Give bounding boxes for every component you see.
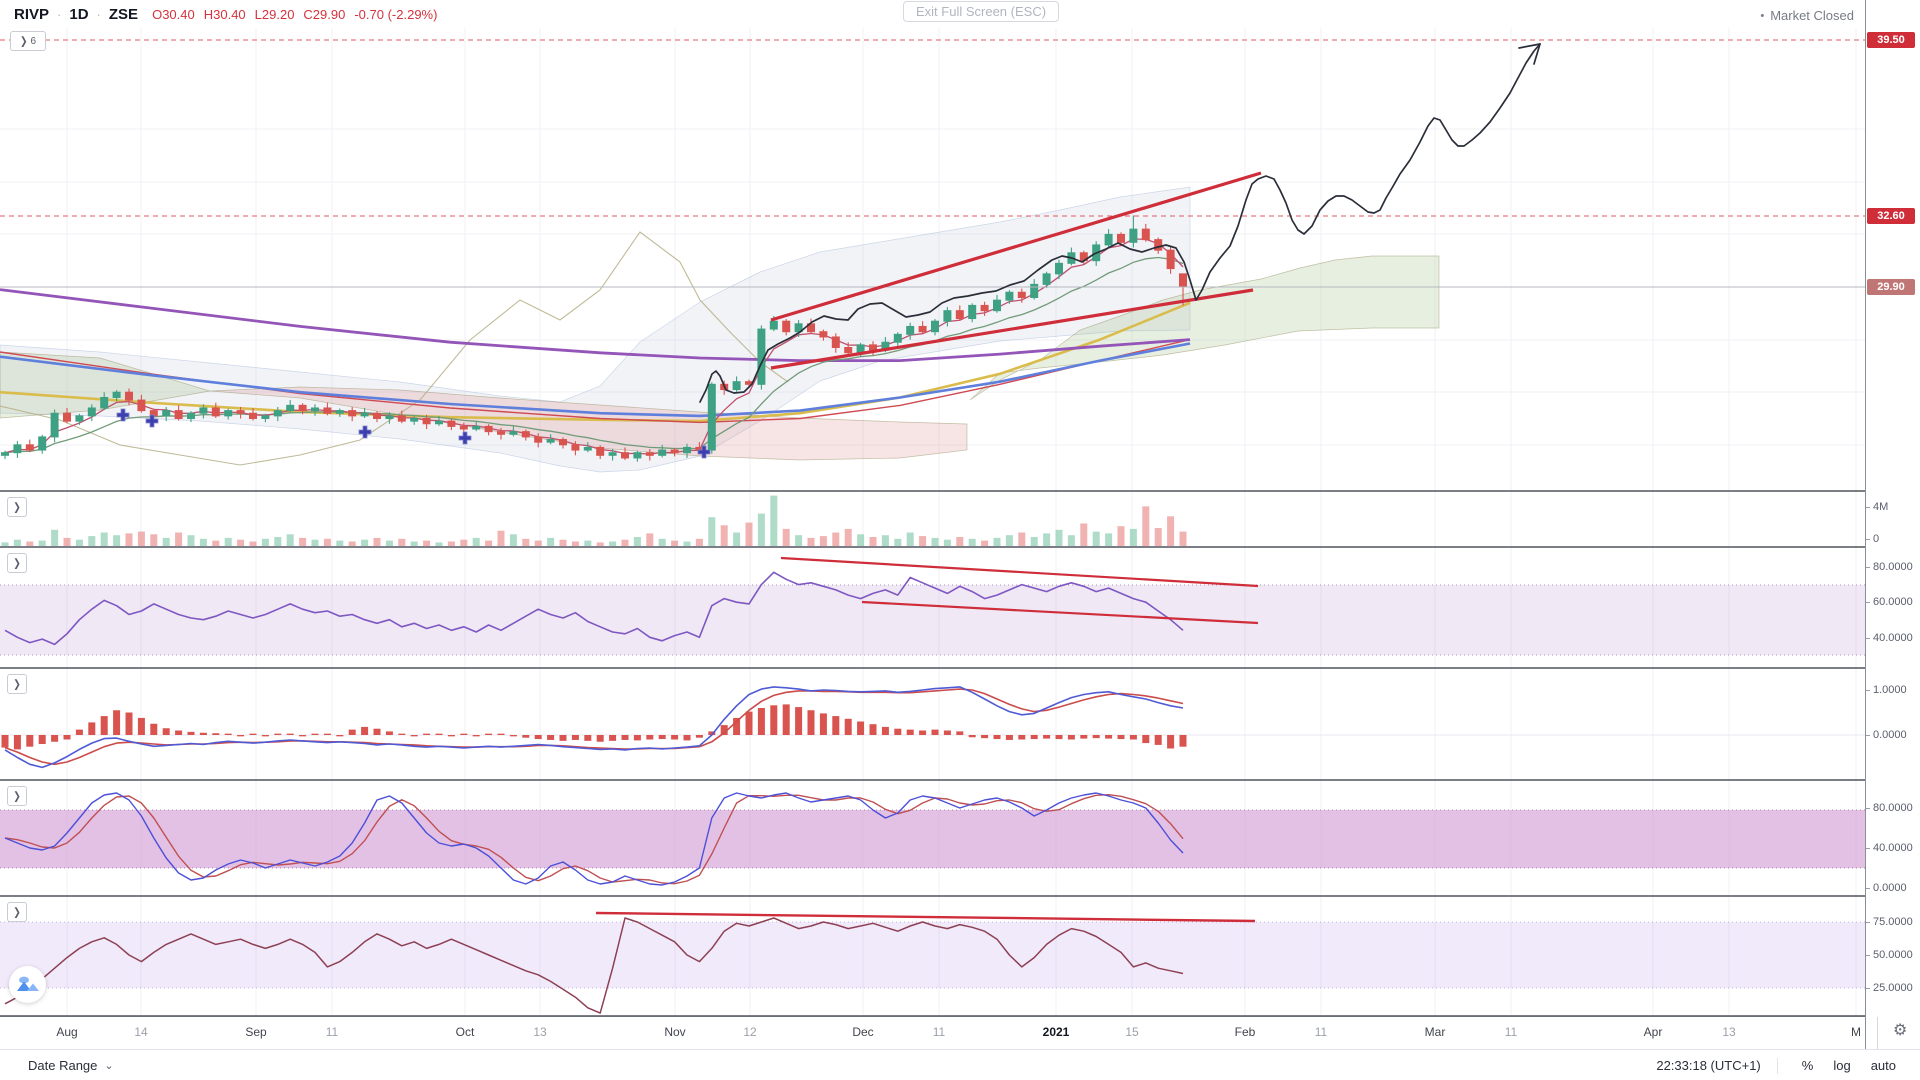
indicator-scale-label: 80.0000 <box>1873 561 1913 573</box>
axis-tick <box>1866 690 1870 691</box>
time-tick-label: 2021 <box>1042 1025 1070 1039</box>
price-level-label[interactable]: 32.60 <box>1867 208 1915 224</box>
time-tick-label: Feb <box>1234 1025 1256 1039</box>
axis-tick <box>1866 922 1870 923</box>
symbol-header: RIVP · 1D · ZSE O30.40 H30.40 L29.20 C29… <box>14 6 437 23</box>
exchange-label: ZSE <box>108 6 139 23</box>
chevron-right-icon: ❯ <box>19 34 28 47</box>
high-value: H30.40 <box>203 7 246 22</box>
indicator-scale-label: 50.0000 <box>1873 949 1913 961</box>
toolbar-right-group: 22:33:18 (UTC+1) % log auto <box>1656 1056 1906 1075</box>
axis-tick <box>1866 988 1870 989</box>
market-status-label: Market Closed <box>1770 8 1854 23</box>
open-value: O30.40 <box>152 7 195 22</box>
indicator-scale-label: 0.0000 <box>1873 729 1907 741</box>
indicator-scale-label: 75.0000 <box>1873 916 1913 928</box>
percent-scale-button[interactable]: % <box>1801 1058 1814 1073</box>
time-tick-label: 11 <box>932 1025 946 1039</box>
ohlc-values: O30.40 H30.40 L29.20 C29.90 -0.70 (-2.29… <box>152 7 437 22</box>
time-tick-label: Sep <box>245 1025 267 1039</box>
indicators-collapse-button[interactable]: ❯ 6 <box>10 31 46 51</box>
time-tick-label: Aug <box>56 1025 78 1039</box>
pane-collapse-button[interactable]: ❯ <box>7 497 27 517</box>
indicator-scale-label: 80.0000 <box>1873 802 1913 814</box>
time-tick-label: 13 <box>533 1025 547 1039</box>
indicator-scale-label: 40.0000 <box>1873 842 1913 854</box>
chevron-down-icon: ⌄ <box>104 1060 114 1072</box>
price-chart-canvas[interactable] <box>0 0 1865 1049</box>
time-tick-label: 15 <box>1125 1025 1139 1039</box>
market-status: • Market Closed <box>1760 8 1854 23</box>
pane-collapse-button[interactable]: ❯ <box>7 553 27 573</box>
time-tick-label: 12 <box>743 1025 757 1039</box>
low-value: L29.20 <box>254 7 295 22</box>
time-tick-label: M <box>1851 1025 1861 1039</box>
axis-tick <box>1866 638 1870 639</box>
time-tick-label: 13 <box>1722 1025 1736 1039</box>
pane-collapse-button[interactable]: ❯ <box>7 674 27 694</box>
time-tick-label: 11 <box>1314 1025 1328 1039</box>
price-level-label[interactable]: 29.90 <box>1867 279 1915 295</box>
mountain-snapshot-button[interactable] <box>9 966 46 1003</box>
toolbar-divider <box>1776 1057 1778 1074</box>
date-range-button[interactable]: Date Range ⌄ <box>28 1058 114 1073</box>
chevron-right-icon: ❯ <box>13 677 21 690</box>
axis-divider <box>1877 1017 1878 1050</box>
time-tick-label: 11 <box>325 1025 339 1039</box>
separator-dot: · <box>57 7 62 22</box>
chevron-right-icon: ❯ <box>13 789 21 802</box>
indicator-scale-label: 0.0000 <box>1873 882 1907 894</box>
time-tick-label: Oct <box>455 1025 475 1039</box>
interval-label[interactable]: 1D <box>69 6 89 23</box>
indicator-scale-label: 0 <box>1873 533 1880 545</box>
log-scale-button[interactable]: log <box>1833 1058 1851 1073</box>
axis-tick <box>1866 507 1870 508</box>
auto-scale-button[interactable]: auto <box>1870 1058 1896 1073</box>
axis-tick <box>1866 602 1870 603</box>
time-tick-label: Apr <box>1643 1025 1663 1039</box>
symbol-name[interactable]: RIVP <box>14 6 50 23</box>
bottom-toolbar: Date Range ⌄ 22:33:18 (UTC+1) % log auto <box>0 1049 1920 1080</box>
chevron-right-icon: ❯ <box>13 556 21 569</box>
indicator-scale-label: 4M <box>1873 501 1889 513</box>
time-tick-label: Mar <box>1424 1025 1446 1039</box>
chevron-right-icon: ❯ <box>13 905 21 918</box>
separator-dot: · <box>96 7 101 22</box>
chevron-right-icon: ❯ <box>13 500 21 513</box>
pane-collapse-button[interactable]: ❯ <box>7 902 27 922</box>
indicator-scale-label: 25.0000 <box>1873 982 1913 994</box>
change-value: -0.70 (-2.29%) <box>354 7 438 22</box>
close-value: C29.90 <box>303 7 346 22</box>
indicator-scale-label: 60.0000 <box>1873 596 1913 608</box>
date-range-label: Date Range <box>28 1058 98 1073</box>
axis-tick <box>1866 735 1870 736</box>
pane-collapse-button[interactable]: ❯ <box>7 786 27 806</box>
axis-tick <box>1866 955 1870 956</box>
axis-tick <box>1866 539 1870 540</box>
gear-icon[interactable]: ⚙ <box>1893 1022 1908 1039</box>
axis-tick <box>1866 567 1870 568</box>
price-level-label[interactable]: 39.50 <box>1867 32 1915 48</box>
clock-readout[interactable]: 22:33:18 (UTC+1) <box>1656 1058 1761 1073</box>
indicator-scale-label: 40.0000 <box>1873 632 1913 644</box>
time-tick-label: Dec <box>852 1025 874 1039</box>
time-tick-label: Nov <box>664 1025 686 1039</box>
time-tick-label: 14 <box>134 1025 148 1039</box>
time-tick-label: 11 <box>1504 1025 1518 1039</box>
time-axis[interactable]: Aug 14 Sep 11 Oct 13 Nov 12 Dec 11 2021 15 Feb 11 Mar 1… <box>0 1016 1878 1050</box>
mountain-icon <box>16 976 39 991</box>
exit-fullscreen-tooltip: Exit Full Screen (ESC) <box>903 1 1060 22</box>
indicator-scale-label: 1.0000 <box>1873 684 1907 696</box>
axis-tick <box>1866 848 1870 849</box>
axis-tick <box>1866 808 1870 809</box>
hidden-indicator-count: 6 <box>30 35 37 47</box>
axis-tick <box>1866 888 1870 889</box>
price-axis[interactable]: 4M 0 80.0000 60.0000 40.0000 1.0000 0.0000 80.0… <box>1865 0 1920 1049</box>
status-dot-icon: • <box>1760 9 1765 22</box>
